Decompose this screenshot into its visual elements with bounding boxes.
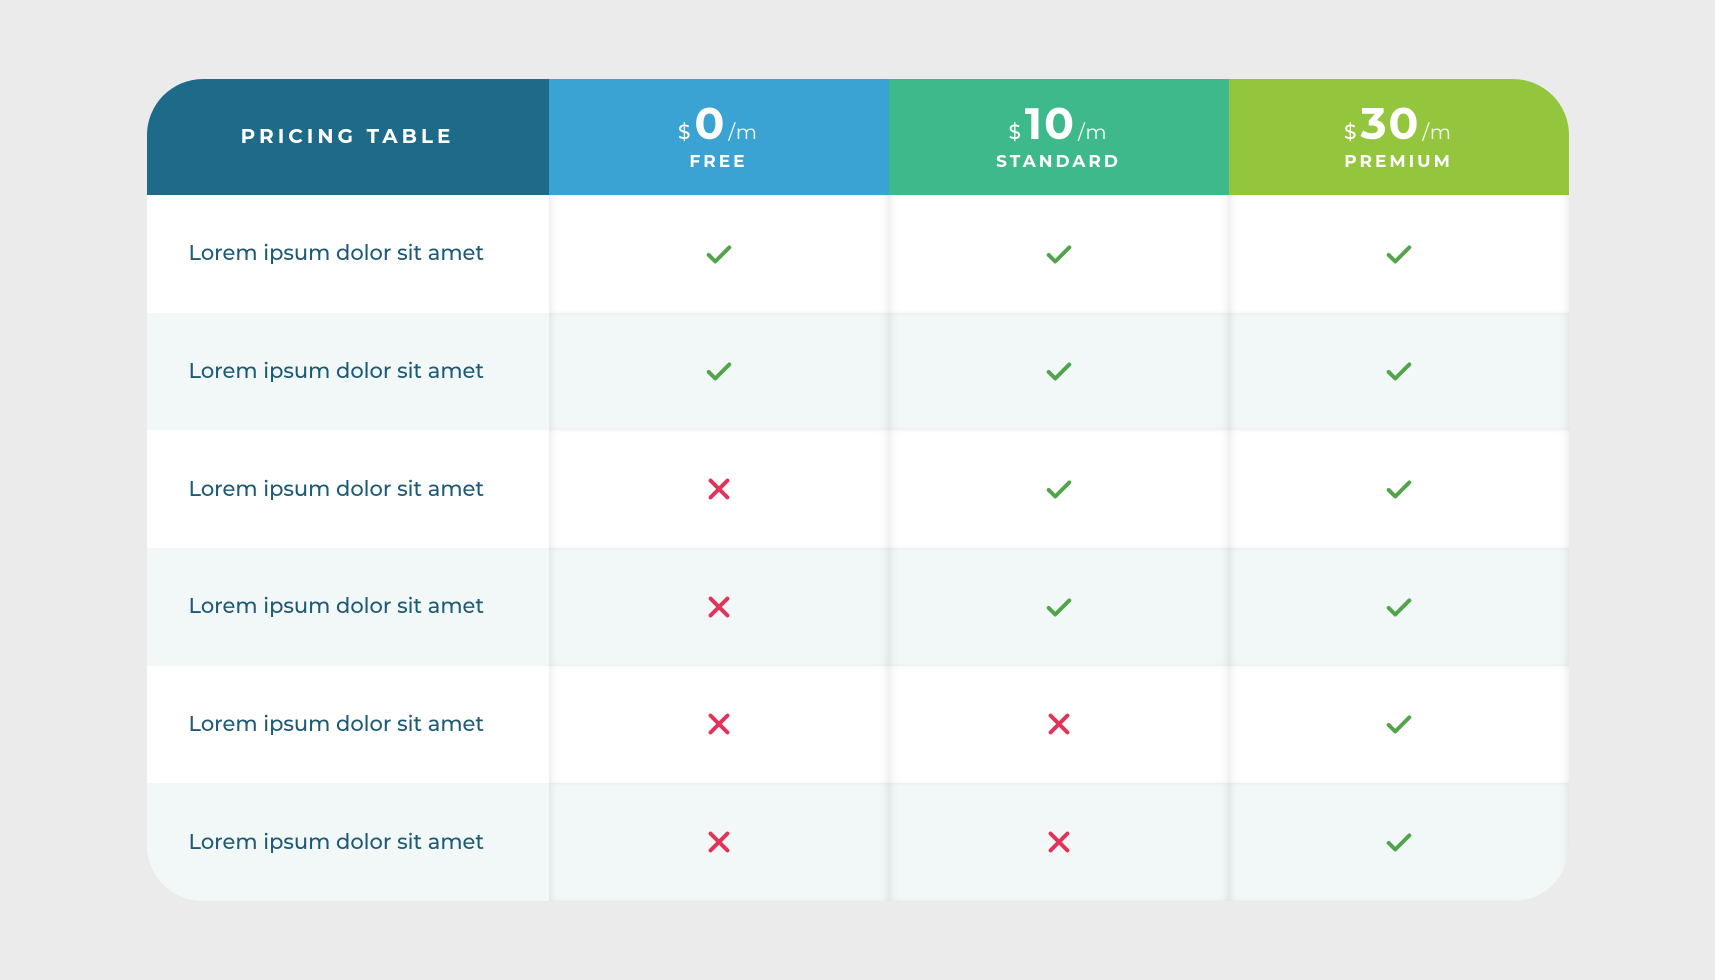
check-icon (1044, 239, 1074, 269)
feature-value (1229, 195, 1569, 313)
pricing-table-title: PRICING TABLE (147, 79, 549, 195)
tier-name: PREMIUM (1344, 152, 1453, 172)
check-icon (1384, 592, 1414, 622)
feature-text: Lorem ipsum dolor sit amet (189, 712, 485, 737)
feature-label: Lorem ipsum dolor sit amet (147, 783, 549, 901)
cross-icon (704, 592, 734, 622)
feature-value (549, 548, 889, 666)
check-icon (1384, 356, 1414, 386)
feature-value (549, 195, 889, 313)
price-period: /m (1078, 123, 1109, 143)
check-icon (704, 239, 734, 269)
feature-text: Lorem ipsum dolor sit amet (189, 830, 485, 855)
feature-label: Lorem ipsum dolor sit amet (147, 548, 549, 666)
feature-text: Lorem ipsum dolor sit amet (189, 594, 485, 619)
cross-icon (704, 827, 734, 857)
tier-header-standard: $10/m STANDARD (889, 79, 1229, 195)
check-icon (1044, 356, 1074, 386)
feature-label: Lorem ipsum dolor sit amet (147, 313, 549, 431)
price-line: $10/m (1008, 102, 1108, 146)
feature-label: Lorem ipsum dolor sit amet (147, 666, 549, 784)
cross-icon (704, 709, 734, 739)
feature-value (889, 666, 1229, 784)
feature-label: Lorem ipsum dolor sit amet (147, 195, 549, 313)
feature-value (889, 430, 1229, 548)
feature-value (1229, 783, 1569, 901)
tier-name: FREE (689, 152, 747, 172)
tier-header-premium: $30/m PREMIUM (1229, 79, 1569, 195)
tier-name: STANDARD (996, 152, 1121, 172)
check-icon (1384, 827, 1414, 857)
cross-icon (1044, 709, 1074, 739)
feature-value (1229, 430, 1569, 548)
feature-text: Lorem ipsum dolor sit amet (189, 477, 485, 502)
feature-value (889, 783, 1229, 901)
price-line: $0/m (678, 102, 759, 146)
feature-value (1229, 666, 1569, 784)
price-amount: 10 (1025, 102, 1076, 146)
check-icon (1044, 474, 1074, 504)
check-icon (1044, 592, 1074, 622)
feature-value (1229, 313, 1569, 431)
feature-text: Lorem ipsum dolor sit amet (189, 359, 485, 384)
price-period: /m (1422, 123, 1453, 143)
feature-value (549, 313, 889, 431)
price-line: $30/m (1344, 102, 1453, 146)
price-currency: $ (1344, 123, 1358, 143)
tier-header-free: $0/m FREE (549, 79, 889, 195)
feature-value (1229, 548, 1569, 666)
check-icon (1384, 239, 1414, 269)
feature-value (549, 430, 889, 548)
cross-icon (704, 474, 734, 504)
pricing-table-card: PRICING TABLE $0/m FREE $10/m STANDARD $30/m P… (147, 79, 1569, 901)
check-icon (1384, 709, 1414, 739)
price-currency: $ (1008, 123, 1022, 143)
feature-value (889, 313, 1229, 431)
price-amount: 30 (1360, 102, 1420, 146)
feature-value (889, 195, 1229, 313)
cross-icon (1044, 827, 1074, 857)
feature-label: Lorem ipsum dolor sit amet (147, 430, 549, 548)
feature-value (549, 783, 889, 901)
feature-value (889, 548, 1229, 666)
price-amount: 0 (694, 102, 726, 146)
price-currency: $ (678, 123, 692, 143)
title-text: PRICING TABLE (241, 125, 455, 149)
check-icon (1384, 474, 1414, 504)
price-period: /m (728, 123, 759, 143)
feature-text: Lorem ipsum dolor sit amet (189, 241, 485, 266)
feature-value (549, 666, 889, 784)
check-icon (704, 356, 734, 386)
